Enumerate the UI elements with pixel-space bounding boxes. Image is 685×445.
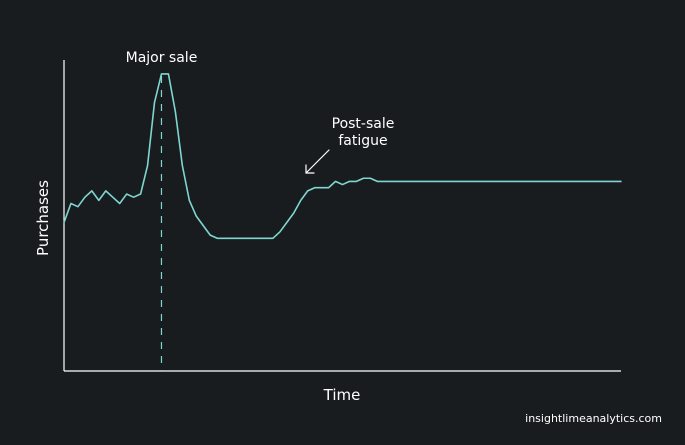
brand-footer: insightlimeanalytics.com xyxy=(525,412,662,425)
annotation-major-sale: Major sale xyxy=(126,50,198,66)
annotations-group: Major sale Post-sale fatigue xyxy=(126,50,395,371)
axes-group xyxy=(63,60,621,372)
y-axis-label: Purchases xyxy=(34,180,52,256)
arrow-shaft xyxy=(305,149,330,174)
axis-labels-group: Time Purchases xyxy=(34,180,360,404)
series-line-purchases xyxy=(63,73,622,240)
post-sale-arrow xyxy=(305,149,330,174)
annotation-post-sale-fatigue: Post-sale fatigue xyxy=(332,116,395,149)
plot-area xyxy=(63,73,622,240)
x-axis-label: Time xyxy=(323,386,361,404)
